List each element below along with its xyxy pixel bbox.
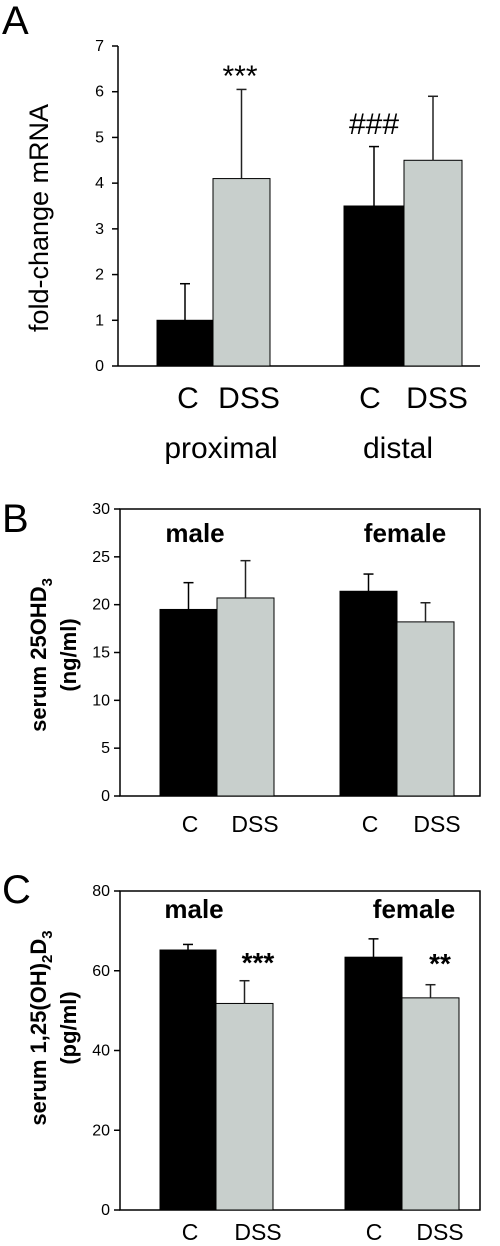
panel-a-y-tick-label: 0 bbox=[95, 358, 104, 375]
panel-c-y-tick-label: 20 bbox=[92, 1122, 110, 1139]
panel-b-y-tick-label: 0 bbox=[101, 788, 110, 805]
panel-c-bar-2 bbox=[215, 1002, 274, 1211]
panel-b: B serum 25OHD3 (ng/ml) 0 5 10 15 20 25 30 male… bbox=[2, 497, 481, 837]
panel-c-y-tick-label: 80 bbox=[92, 883, 110, 900]
panel-b-ylabel-units: (ng/ml) bbox=[56, 618, 81, 691]
panel-c-cat-3: C bbox=[366, 1219, 383, 1245]
panel-c-axes: 0 20 40 60 80 bbox=[92, 883, 481, 1219]
panel-a-annotation-significance: *** bbox=[222, 60, 257, 93]
panel-c-group-male: male bbox=[164, 894, 223, 924]
panel-c-annotation-male: *** bbox=[242, 947, 275, 978]
panel-b-cat-2: DSS bbox=[231, 811, 278, 837]
panel-c-ylabel: serum 1,25(OH)2D3 bbox=[26, 930, 56, 1125]
panel-b-y-tick-label: 15 bbox=[92, 645, 110, 662]
panel-b-bar-4 bbox=[396, 621, 455, 797]
panel-b-bars bbox=[159, 559, 455, 797]
panel-c-cat-4: DSS bbox=[416, 1219, 463, 1245]
panel-a-cat-3: C bbox=[359, 382, 381, 415]
panel-a-group-proximal: proximal bbox=[164, 432, 277, 465]
panel-c-bar-4 bbox=[401, 997, 460, 1211]
panel-a-y-tick-label: 2 bbox=[95, 267, 104, 284]
panel-c: C serum 1,25(OH)2D3 (pg/ml) 0 20 40 60 80 ma… bbox=[2, 868, 481, 1245]
panel-b-y-tick-label: 10 bbox=[92, 692, 110, 709]
panel-b-y-tick-label: 5 bbox=[101, 740, 110, 757]
panel-a-cat-1: C bbox=[177, 382, 199, 415]
panel-c-ylabel-sub2: 3 bbox=[39, 930, 56, 938]
panel-c-cat-2: DSS bbox=[234, 1219, 281, 1245]
panel-c-annotation-female: ** bbox=[429, 948, 451, 979]
panel-a-bars bbox=[156, 88, 463, 367]
panel-c-ylabel-mid: D bbox=[26, 939, 51, 955]
panel-a-y-tick-label: 6 bbox=[95, 84, 104, 101]
panel-a-y-tick-label: 7 bbox=[95, 38, 104, 55]
panel-c-bar-3 bbox=[344, 956, 403, 1211]
panel-c-ylabel-units: (pg/ml) bbox=[56, 991, 81, 1064]
panel-a-letter: A bbox=[2, 0, 29, 43]
panel-c-bars bbox=[159, 938, 460, 1211]
panel-b-group-male: male bbox=[165, 518, 224, 548]
panel-b-cat-4: DSS bbox=[413, 811, 460, 837]
panel-a-cat-2: DSS bbox=[218, 382, 280, 415]
panel-a-ylabel: fold-change mRNA bbox=[24, 104, 54, 332]
panel-a-y-tick-label: 4 bbox=[95, 175, 104, 192]
panel-b-bar-1 bbox=[159, 608, 218, 797]
panel-c-letter: C bbox=[2, 868, 31, 912]
panel-b-cat-1: C bbox=[182, 811, 199, 837]
panel-a-y-tick-label: 3 bbox=[95, 221, 104, 238]
panel-b-cat-3: C bbox=[362, 811, 379, 837]
panel-c-y-tick-label: 0 bbox=[101, 1202, 110, 1219]
panel-a-y-tick-label: 5 bbox=[95, 129, 104, 146]
panel-b-axes: 0 5 10 15 20 25 30 bbox=[92, 501, 481, 805]
panel-b-y-tick-label: 30 bbox=[92, 501, 110, 518]
panel-c-group-female: female bbox=[373, 894, 455, 924]
panel-b-ylabel-main: serum 25OHD bbox=[26, 586, 51, 732]
panel-b-bar-3 bbox=[339, 590, 398, 797]
panel-c-y-tick-label: 60 bbox=[92, 963, 110, 980]
panel-a-bar-4 bbox=[403, 159, 463, 367]
panel-b-bar-2 bbox=[216, 597, 275, 797]
panel-b-ylabel-sub: 3 bbox=[39, 578, 56, 586]
panel-a-group-distal: distal bbox=[363, 432, 433, 465]
panel-a-cat-4: DSS bbox=[406, 382, 468, 415]
panel-c-cat-1: C bbox=[182, 1219, 199, 1245]
panel-a-bar-3 bbox=[343, 205, 405, 367]
panel-a-bar-1 bbox=[156, 319, 214, 367]
panel-c-ylabel-main: serum 1,25(OH) bbox=[26, 963, 51, 1126]
panel-b-ylabel: serum 25OHD3 bbox=[26, 578, 56, 732]
panel-b-y-tick-label: 20 bbox=[92, 597, 110, 614]
panel-b-letter: B bbox=[2, 497, 29, 541]
panel-a-y-tick-label: 1 bbox=[95, 312, 104, 329]
panel-c-y-tick-label: 40 bbox=[92, 1043, 110, 1060]
panel-b-group-female: female bbox=[364, 518, 446, 548]
panel-c-bar-1 bbox=[159, 949, 217, 1211]
panel-a-annotation-hash: ### bbox=[349, 108, 399, 141]
panel-a-bar-2 bbox=[212, 178, 271, 367]
panel-b-y-tick-label: 25 bbox=[92, 549, 110, 566]
panel-c-ylabel-sub1: 2 bbox=[39, 955, 56, 963]
